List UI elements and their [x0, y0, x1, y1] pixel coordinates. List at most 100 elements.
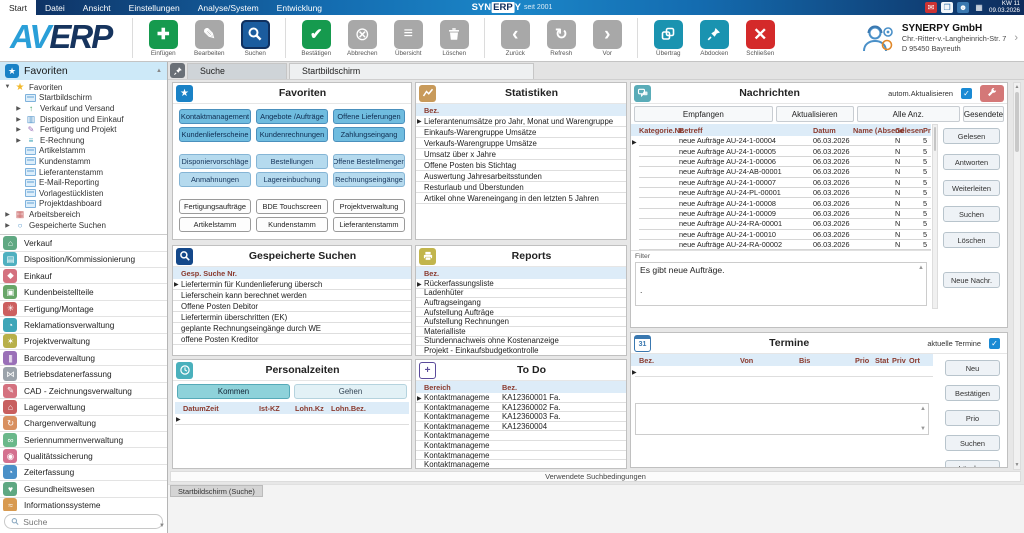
- refresh-button[interactable]: ↻ Refresh: [538, 19, 584, 57]
- mail-icon[interactable]: ✉: [925, 2, 938, 13]
- overview-button[interactable]: ≡ Übersicht: [385, 19, 431, 57]
- search-conditions-bar[interactable]: Verwendete Suchbedingungen: [170, 471, 1021, 482]
- todo-row[interactable]: Kontaktmanageme: [416, 431, 626, 441]
- todo-row[interactable]: Kontaktmanageme: [416, 460, 626, 468]
- transfer-button[interactable]: Übertrag: [645, 19, 691, 57]
- message-action-button[interactable]: Suchen: [943, 206, 1000, 222]
- scroll-down-arrow[interactable]: ▼: [159, 523, 165, 529]
- back-button[interactable]: ‹ Zurück: [492, 19, 538, 57]
- tree-expander[interactable]: ▶: [5, 222, 10, 229]
- todo-row[interactable]: Kontaktmanageme KA12360004: [416, 422, 626, 432]
- module-item[interactable]: ▣ Kundenbeistellteile: [0, 284, 167, 301]
- insert-button[interactable]: ✚ Einfügen: [140, 19, 186, 57]
- module-item[interactable]: ✳ Fertigung/Montage: [0, 301, 167, 318]
- scroll-down-arrow[interactable]: ▼: [920, 426, 926, 432]
- favorite-button[interactable]: Offene Bestellmengen: [333, 154, 405, 169]
- tab-startbildschirm[interactable]: Startbildschirm: [289, 62, 534, 79]
- module-item[interactable]: ⌂ Verkauf: [0, 235, 167, 252]
- message-row[interactable]: neue Aufträge AU-24-1-00006 06.03.2026 N…: [639, 157, 931, 168]
- appointment-action-button[interactable]: Löschen: [945, 460, 1000, 467]
- message-tab[interactable]: Aktualisieren: [775, 106, 854, 122]
- message-row[interactable]: neue Aufträge AU-24-RA-00002 06.03.2026 …: [639, 240, 931, 251]
- tree-item[interactable]: ▶ Fertigung und Projekt: [2, 124, 167, 135]
- saved-search-row[interactable]: geplante Rechnungseingänge durch WE: [173, 323, 411, 334]
- report-row[interactable]: Aufstellung Rechnungen: [416, 317, 626, 327]
- tree-item[interactable]: Projektdashboard: [2, 199, 167, 210]
- tree-item[interactable]: ▶ Arbeitsbereich: [2, 209, 167, 220]
- tree-expander[interactable]: ▶: [5, 211, 10, 218]
- pin-icon[interactable]: [170, 63, 185, 78]
- module-item[interactable]: ∞ Seriennummernverwaltung: [0, 432, 167, 449]
- tree-item[interactable]: Kundenstamm: [2, 156, 167, 167]
- todo-row[interactable]: Kontaktmanageme: [416, 441, 626, 451]
- favorite-button[interactable]: Disponiervorschläge: [179, 154, 251, 169]
- message-row[interactable]: neue Aufträge AU-24-1-00007 06.03.2026 N…: [639, 178, 931, 188]
- message-row[interactable]: neue Aufträge AU-24-PL-00001 06.03.2026 …: [639, 188, 931, 199]
- search-input[interactable]: [23, 516, 156, 527]
- statistic-row[interactable]: Verkaufs-Warengruppe Umsätze: [416, 138, 626, 149]
- report-row[interactable]: Ladenhüter: [416, 289, 626, 299]
- main-scrollbar[interactable]: ▲ ▼: [1013, 82, 1021, 470]
- tree-expander[interactable]: ▶: [16, 105, 21, 112]
- module-item[interactable]: ◔ Reklamationsverwaltung: [0, 317, 167, 334]
- message-row[interactable]: neue Aufträge AU-24-1-00008 06.03.2026 N…: [639, 198, 931, 209]
- edit-button[interactable]: ✎ Bearbeiten: [186, 19, 232, 57]
- favorite-button[interactable]: Kontaktmanagement: [179, 109, 251, 124]
- report-row[interactable]: Auftragseingang: [416, 298, 626, 308]
- module-item[interactable]: ◔ Zeiterfassung: [0, 465, 167, 482]
- appointment-action-button[interactable]: Bestätigen: [945, 385, 1000, 401]
- menu-start[interactable]: Start: [0, 0, 36, 15]
- forward-button[interactable]: › Vor: [584, 19, 630, 57]
- tree-item[interactable]: ▶ Verkauf und Versand: [2, 103, 167, 114]
- tree-item[interactable]: ▶ E-Rechnung: [2, 135, 167, 146]
- favorite-button[interactable]: Angebote /Aufträge: [256, 109, 328, 124]
- favorite-button[interactable]: Offene Lieferungen: [333, 109, 405, 124]
- message-tab[interactable]: Alle Anz.: [856, 106, 960, 122]
- confirm-button[interactable]: ✔ Bestätigen: [293, 19, 339, 57]
- tree-item[interactable]: Artikelstamm: [2, 146, 167, 157]
- tree-expander[interactable]: ▶: [16, 127, 21, 134]
- favorite-button[interactable]: Anmahnungen: [179, 172, 251, 187]
- module-item[interactable]: ✎ CAD - Zeichnungsverwaltung: [0, 383, 167, 400]
- saved-search-row[interactable]: offene Posten Kreditor: [173, 334, 411, 345]
- message-action-button[interactable]: Gelesen: [943, 128, 1000, 144]
- new-message-button[interactable]: Neue Nachr.: [943, 272, 1000, 288]
- report-row[interactable]: Projekt - Einkaufsbudgetkontrolle: [416, 346, 626, 355]
- search-button[interactable]: Suchen: [232, 19, 278, 57]
- auto-refresh-checkbox[interactable]: [961, 87, 972, 99]
- todo-row[interactable]: Kontaktmanageme KA12360003 Fa.: [416, 412, 626, 422]
- message-row[interactable]: neue Aufträge AU-24-1-00005 06.03.2026 N…: [639, 146, 931, 157]
- calendar-icon[interactable]: ▦: [975, 2, 983, 12]
- message-preview[interactable]: Es gibt neue Aufträge. . ▲: [635, 262, 927, 307]
- statistic-row[interactable]: Lieferantenumsätze pro Jahr, Monat und W…: [416, 116, 626, 127]
- dock-tab-startbildschirm[interactable]: Startbildschirm (Suche): [170, 485, 263, 497]
- statistic-row[interactable]: Auswertung Jahresarbeitsstunden: [416, 171, 626, 182]
- module-item[interactable]: ⌂ Lagerverwaltung: [0, 399, 167, 416]
- module-item[interactable]: ▤ Disposition/Kommissionierung: [0, 252, 167, 269]
- favorite-button[interactable]: Bestellungen: [256, 154, 328, 169]
- message-row[interactable]: neue Aufträge AU-24-1-00009 06.03.2026 N…: [639, 209, 931, 220]
- favorite-button[interactable]: Kundenlieferscheine: [179, 127, 251, 142]
- current-appointments-checkbox[interactable]: [989, 337, 1000, 349]
- tree-item[interactable]: ▼ Favoriten: [2, 82, 167, 93]
- tree-item[interactable]: E-Mail-Reporting: [2, 177, 167, 188]
- favorite-button[interactable]: Kundenrechnungen: [256, 127, 328, 142]
- user-add-icon[interactable]: ☻: [957, 2, 970, 13]
- menu-datei[interactable]: Datei: [44, 2, 65, 13]
- report-row[interactable]: Stundennachweis ohne Kostenanzeige: [416, 337, 626, 347]
- module-item[interactable]: ≈ Informationssysteme: [0, 498, 167, 511]
- table-scrollbar[interactable]: [932, 124, 938, 310]
- module-item[interactable]: ⋈ Betriebsdatenerfassung: [0, 366, 167, 383]
- message-row[interactable]: neue Aufträge AU-24-1-00004 06.03.2026 N…: [639, 136, 931, 147]
- favorite-button[interactable]: Rechnungseingänge: [333, 172, 405, 187]
- undock-button[interactable]: Abdocken: [691, 19, 737, 57]
- module-item[interactable]: ◉ Qualitätssicherung: [0, 448, 167, 465]
- favorite-button[interactable]: Projektverwaltung: [333, 199, 405, 214]
- cancel-button[interactable]: ⊗ Abbrechen: [339, 19, 385, 57]
- close-button[interactable]: ✕ Schließen: [737, 19, 783, 57]
- report-row[interactable]: Aufstellung Aufträge: [416, 308, 626, 318]
- tree-expander[interactable]: ▼: [4, 84, 11, 91]
- favorite-button[interactable]: Artikelstamm: [179, 217, 251, 232]
- chat-icon[interactable]: ❐: [941, 2, 954, 13]
- report-row[interactable]: Rückerfassungsliste: [416, 279, 626, 289]
